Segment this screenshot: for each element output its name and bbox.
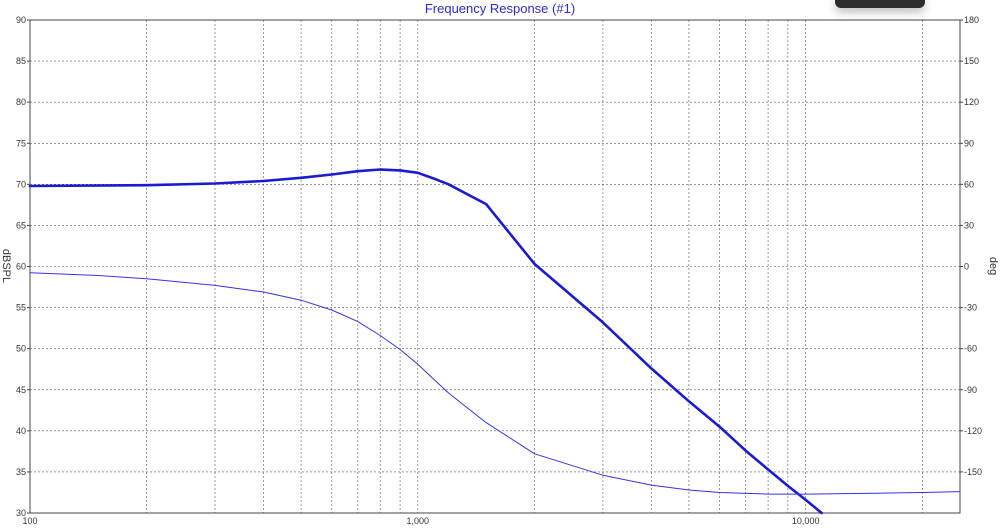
x-tick-label: 10,000 (792, 516, 820, 526)
y-right-tick-label: 90 (964, 138, 974, 148)
y-right-tick-label: 60 (964, 179, 974, 189)
y-right-tick-label: 120 (964, 97, 979, 107)
y-left-tick-label: 45 (16, 385, 26, 395)
y-axis-left-label: dBSPL (0, 249, 12, 283)
y-left-tick-label: 65 (16, 220, 26, 230)
y-right-tick-label: 30 (964, 220, 974, 230)
y-left-tick-label: 35 (16, 467, 26, 477)
y-right-tick-label: 180 (964, 15, 979, 25)
y-left-tick-label: 50 (16, 344, 26, 354)
y-left-tick-label: 70 (16, 179, 26, 189)
y-right-tick-label: -120 (964, 426, 982, 436)
floating-toolbar-tab[interactable] (835, 0, 925, 8)
y-right-tick-label: -30 (964, 303, 977, 313)
y-left-tick-label: 40 (16, 426, 26, 436)
y-left-tick-label: 90 (16, 15, 26, 25)
y-left-tick-label: 60 (16, 262, 26, 272)
y-right-tick-label: -60 (964, 344, 977, 354)
y-left-tick-label: 80 (16, 97, 26, 107)
y-right-tick-label: -150 (964, 467, 982, 477)
x-tick-label: 100 (22, 516, 37, 526)
spl-curve (28, 168, 823, 515)
y-right-tick-label: -90 (964, 385, 977, 395)
x-tick-label: 1,000 (407, 516, 430, 526)
chart-title: Frequency Response (#1) (425, 1, 575, 16)
series-lines (28, 168, 961, 515)
y-left-tick-label: 30 (16, 508, 26, 518)
grid (30, 20, 960, 513)
y-left-tick-label: 85 (16, 56, 26, 66)
tick-labels: 30 35 40 45 50 55 60 65 70 75 80 85 90 -150 -120 -90 -60… (16, 15, 982, 526)
y-axis-right-label: deg (987, 257, 999, 275)
y-right-tick-label: 150 (964, 56, 979, 66)
phase-curve (29, 272, 961, 495)
y-left-tick-label: 75 (16, 138, 26, 148)
y-right-tick-label: 0 (964, 262, 969, 272)
y-left-tick-label: 55 (16, 303, 26, 313)
